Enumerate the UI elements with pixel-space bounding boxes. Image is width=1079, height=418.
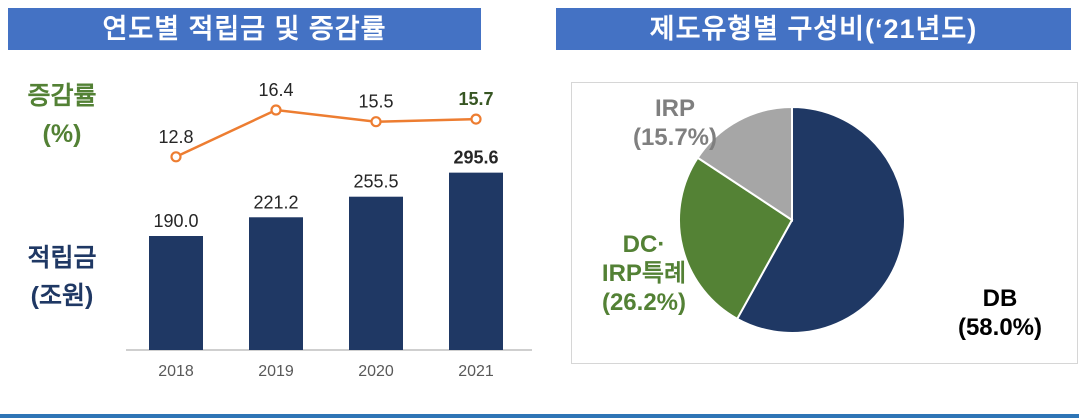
pie-label-db-name: DB	[982, 285, 1018, 312]
pie-slice-IRP	[696, 105, 793, 222]
pie-label-irp: IRP (15.7%)	[600, 95, 750, 153]
pie-label-irp-pct: (15.7%)	[632, 123, 718, 151]
pie-label-dc-line2: IRP특례	[601, 259, 687, 287]
line-value-label: 15.5	[358, 92, 393, 112]
bar-value-label: 190.0	[153, 211, 198, 231]
left-chart-title: 연도별 적립금 및 증감률	[8, 8, 481, 50]
reserve-axis-label-line2: (조원)	[30, 281, 94, 310]
pie-label-db-pct: (58.0%)	[957, 313, 1043, 341]
growth-rate-line	[175, 108, 477, 158]
bar-value-label: 255.5	[353, 172, 398, 192]
combo-chart: 190.0 2018 221.2 2019 255.5 2020 295.6 2021 12.8…	[126, 80, 532, 380]
line-value-label: 15.7	[458, 89, 493, 109]
pie-label-dc-line1: DC·	[622, 231, 666, 258]
category-label-2018: 2018	[158, 363, 194, 380]
pie-label-dc-irp: DC· IRP특례 (26.2%)	[574, 231, 714, 317]
category-label-2020: 2020	[358, 363, 394, 380]
reserve-axis-label: 적립금 (조원)	[6, 240, 118, 315]
line-value-label: 12.8	[158, 127, 193, 147]
pie-label-dc-pct: (26.2%)	[601, 288, 687, 316]
pie-chart-panel: IRP (15.7%) DC· IRP특례 (26.2%) DB (58.0%)	[571, 82, 1078, 364]
category-label-2019: 2019	[258, 363, 294, 380]
pie-label-irp-name: IRP	[654, 95, 695, 122]
right-chart-title: 제도유형별 구성비(‘21년도)	[556, 8, 1071, 50]
line-marker-2018	[170, 151, 182, 163]
bottom-accent-line	[0, 414, 1079, 418]
line-marker-2020	[370, 116, 382, 128]
pie-label-db: DB (58.0%)	[930, 285, 1070, 343]
combo-axis-labels: 증감률 (%) 적립금 (조원)	[6, 60, 124, 400]
combo-chart-area: 190.0 2018 221.2 2019 255.5 2020 295.6 2021 12.8…	[124, 60, 534, 400]
line-value-label: 16.4	[258, 80, 293, 100]
line-marker-2019	[270, 104, 282, 116]
pie-slice-DB	[735, 105, 906, 334]
bar-2020	[349, 196, 403, 350]
growth-rate-axis-label-line1: 증감률	[27, 82, 97, 110]
reserve-axis-label-line1: 적립금	[27, 244, 97, 272]
growth-rate-axis-label-line2: (%)	[42, 119, 82, 148]
bar-2018	[149, 236, 203, 350]
pie-chart	[678, 105, 906, 334]
content-row: 증감률 (%) 적립금 (조원) 190.0 2018 221.2 2019 255.5…	[0, 60, 1079, 400]
combo-chart-section: 증감률 (%) 적립금 (조원) 190.0 2018 221.2 2019 255.5…	[6, 60, 551, 400]
bar-value-label: 221.2	[253, 192, 298, 212]
header-row: 연도별 적립금 및 증감률 제도유형별 구성비(‘21년도)	[0, 0, 1079, 50]
category-label-2021: 2021	[458, 363, 494, 380]
growth-rate-axis-label: 증감률 (%)	[6, 78, 118, 153]
pie-slice-DC·IRP특례	[678, 156, 794, 321]
bar-2019	[249, 217, 303, 350]
bar-2021	[449, 172, 503, 350]
line-marker-2021	[470, 113, 482, 125]
bar-value-label: 295.6	[453, 148, 498, 168]
